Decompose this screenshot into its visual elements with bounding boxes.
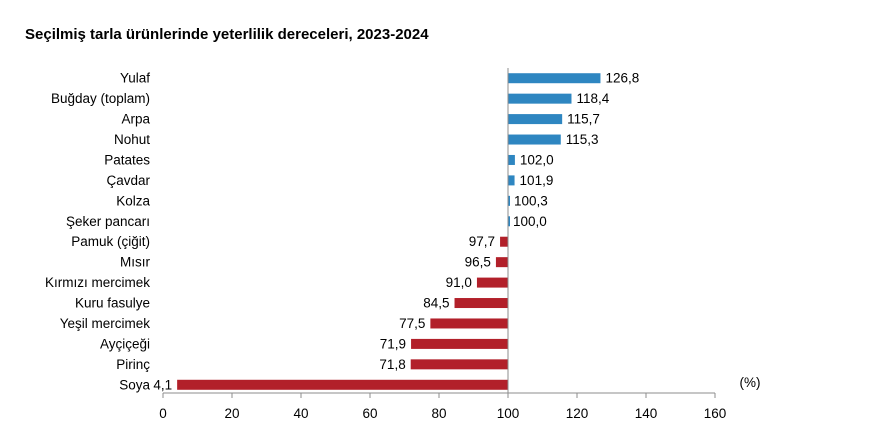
category-label: Buğday (toplam) — [51, 91, 150, 106]
x-tick-label: 120 — [566, 406, 589, 421]
x-tick-label: 40 — [293, 406, 308, 421]
bar — [177, 379, 508, 390]
category-label: Arpa — [121, 112, 150, 127]
data-label: 71,9 — [380, 336, 406, 351]
bar — [500, 236, 508, 247]
category-label: Kolza — [116, 193, 150, 208]
bar — [454, 298, 508, 309]
bar — [508, 154, 515, 165]
category-label: Ayçiçeği — [100, 336, 150, 351]
data-label: 71,8 — [379, 357, 405, 372]
bar — [508, 73, 601, 84]
data-label: 118,4 — [576, 91, 609, 106]
x-tick-label: 20 — [224, 406, 239, 421]
data-label: 4,1 — [153, 377, 172, 392]
x-tick-label: 100 — [497, 406, 520, 421]
bar — [410, 359, 508, 370]
bar — [411, 338, 508, 349]
data-label: 115,3 — [566, 132, 599, 147]
bar — [508, 114, 563, 125]
x-tick-label: 80 — [431, 406, 446, 421]
data-label: 91,0 — [446, 275, 472, 290]
chart-title: Seçilmiş tarla ürünlerinde yeterlilik de… — [25, 26, 429, 43]
category-label: Çavdar — [106, 173, 150, 188]
data-label: 97,7 — [469, 234, 495, 249]
category-label: Mısır — [120, 255, 150, 270]
category-label: Yeşil mercimek — [60, 316, 151, 331]
bar — [495, 257, 508, 268]
data-label: 101,9 — [520, 173, 554, 188]
data-label: 100,0 — [513, 214, 547, 229]
x-tick-label: 140 — [635, 406, 658, 421]
category-label: Nohut — [114, 132, 150, 147]
data-label: 102,0 — [520, 152, 554, 167]
bar — [508, 175, 515, 186]
bar — [476, 277, 508, 288]
category-label: Soya — [119, 377, 150, 392]
x-tick-label: 0 — [159, 406, 167, 421]
data-label: 84,5 — [423, 296, 449, 311]
category-label: Pirinç — [116, 357, 150, 372]
category-label: Kuru fasulye — [75, 296, 150, 311]
category-label: Şeker pancarı — [66, 214, 150, 229]
bar — [430, 318, 508, 329]
data-label: 77,5 — [399, 316, 425, 331]
category-label: Yulaf — [120, 71, 150, 86]
data-label: 115,7 — [567, 112, 600, 127]
bar — [508, 195, 510, 206]
x-tick-label: 160 — [704, 406, 727, 421]
data-label: 126,8 — [605, 71, 639, 86]
bar — [508, 216, 510, 227]
data-label: 100,3 — [514, 193, 548, 208]
category-label: Pamuk (çiğit) — [71, 234, 150, 249]
bar — [508, 93, 572, 104]
x-tick-label: 60 — [362, 406, 377, 421]
bar — [508, 134, 561, 145]
unit-label: (%) — [740, 375, 761, 390]
data-label: 96,5 — [465, 255, 491, 270]
category-label: Patates — [104, 152, 150, 167]
category-label: Kırmızı mercimek — [45, 275, 150, 290]
